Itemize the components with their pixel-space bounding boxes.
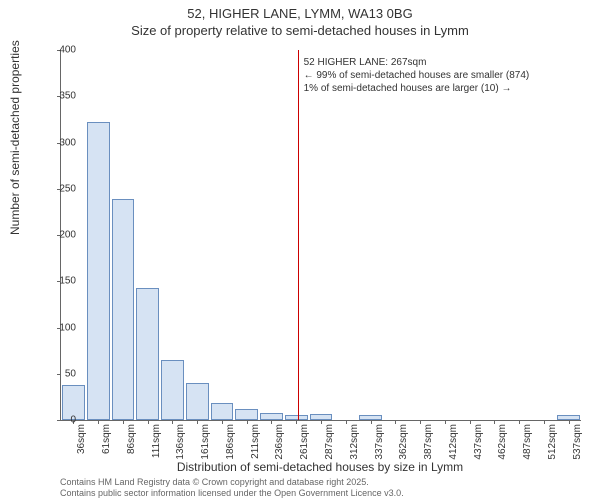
xtick-label: 61sqm — [101, 424, 112, 454]
plot-region: 36sqm61sqm86sqm111sqm136sqm161sqm186sqm2… — [60, 50, 581, 421]
xtick-label: 362sqm — [398, 424, 409, 460]
xtick-mark — [494, 420, 495, 424]
ytick-label: 250 — [46, 183, 76, 194]
xtick-mark — [544, 420, 545, 424]
y-axis-label: Number of semi-detached properties — [8, 40, 22, 235]
xtick-label: 136sqm — [175, 424, 186, 460]
xtick-mark — [296, 420, 297, 424]
xtick-label: 287sqm — [324, 424, 335, 460]
histogram-bar — [112, 199, 135, 420]
xtick-label: 512sqm — [547, 424, 558, 460]
xtick-label: 412sqm — [448, 424, 459, 460]
xtick-mark — [172, 420, 173, 424]
xtick-mark — [247, 420, 248, 424]
xtick-label: 236sqm — [274, 424, 285, 460]
xtick-mark — [519, 420, 520, 424]
xtick-mark — [222, 420, 223, 424]
histogram-bar — [87, 122, 110, 420]
xtick-mark — [98, 420, 99, 424]
x-axis-label: Distribution of semi-detached houses by … — [60, 460, 580, 474]
histogram-bar — [161, 360, 184, 420]
xtick-label: 261sqm — [299, 424, 310, 460]
reference-line — [298, 50, 299, 420]
xtick-mark — [420, 420, 421, 424]
xtick-label: 211sqm — [250, 424, 261, 459]
xtick-label: 437sqm — [473, 424, 484, 460]
chart-container: 52, HIGHER LANE, LYMM, WA13 0BG Size of … — [0, 0, 600, 500]
xtick-label: 487sqm — [522, 424, 533, 460]
attribution-line-2: Contains public sector information licen… — [60, 488, 404, 499]
ytick-label: 150 — [46, 276, 76, 287]
xtick-label: 312sqm — [349, 424, 360, 460]
ytick-label: 200 — [46, 230, 76, 241]
xtick-mark — [197, 420, 198, 424]
xtick-mark — [395, 420, 396, 424]
xtick-label: 186sqm — [225, 424, 236, 460]
ytick-label: 50 — [46, 368, 76, 379]
xtick-label: 537sqm — [572, 424, 583, 460]
title-block: 52, HIGHER LANE, LYMM, WA13 0BG Size of … — [0, 0, 600, 40]
xtick-mark — [346, 420, 347, 424]
xtick-mark — [470, 420, 471, 424]
histogram-bar — [211, 403, 234, 420]
xtick-label: 86sqm — [126, 424, 137, 454]
ytick-label: 350 — [46, 91, 76, 102]
xtick-label: 111sqm — [151, 424, 162, 458]
chart-area: 36sqm61sqm86sqm111sqm136sqm161sqm186sqm2… — [60, 50, 580, 420]
reference-annotation: 52 HIGHER LANE: 267sqm← 99% of semi-deta… — [304, 56, 530, 95]
annotation-line: 52 HIGHER LANE: 267sqm — [304, 56, 530, 69]
xtick-mark — [148, 420, 149, 424]
xtick-mark — [123, 420, 124, 424]
histogram-bar — [186, 383, 209, 420]
xtick-mark — [371, 420, 372, 424]
xtick-mark — [271, 420, 272, 424]
attribution-line-1: Contains HM Land Registry data © Crown c… — [60, 477, 404, 488]
xtick-label: 161sqm — [200, 424, 211, 460]
ytick-label: 400 — [46, 45, 76, 56]
annotation-line: 1% of semi-detached houses are larger (1… — [304, 82, 530, 95]
xtick-mark — [569, 420, 570, 424]
title-line-1: 52, HIGHER LANE, LYMM, WA13 0BG — [0, 6, 600, 23]
title-line-2: Size of property relative to semi-detach… — [0, 23, 600, 40]
ytick-label: 300 — [46, 137, 76, 148]
xtick-label: 337sqm — [374, 424, 385, 460]
ytick-label: 100 — [46, 322, 76, 333]
annotation-line: ← 99% of semi-detached houses are smalle… — [304, 69, 530, 82]
attribution-block: Contains HM Land Registry data © Crown c… — [60, 477, 404, 499]
ytick-label: 0 — [46, 415, 76, 426]
xtick-mark — [445, 420, 446, 424]
histogram-bar — [136, 288, 159, 420]
xtick-label: 36sqm — [76, 424, 87, 454]
histogram-bar — [235, 409, 258, 420]
xtick-mark — [321, 420, 322, 424]
xtick-label: 462sqm — [497, 424, 508, 460]
histogram-bar — [260, 413, 283, 420]
xtick-label: 387sqm — [423, 424, 434, 460]
